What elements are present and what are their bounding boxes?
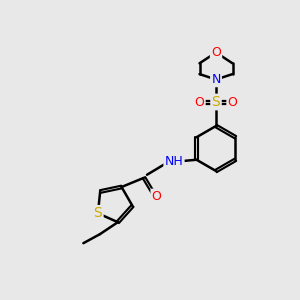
Text: O: O (211, 46, 221, 59)
Text: O: O (152, 190, 162, 203)
Text: O: O (228, 95, 237, 109)
Text: NH: NH (165, 155, 183, 168)
Text: S: S (212, 95, 220, 109)
Text: S: S (94, 206, 102, 220)
Text: O: O (195, 95, 204, 109)
Text: N: N (211, 73, 221, 86)
